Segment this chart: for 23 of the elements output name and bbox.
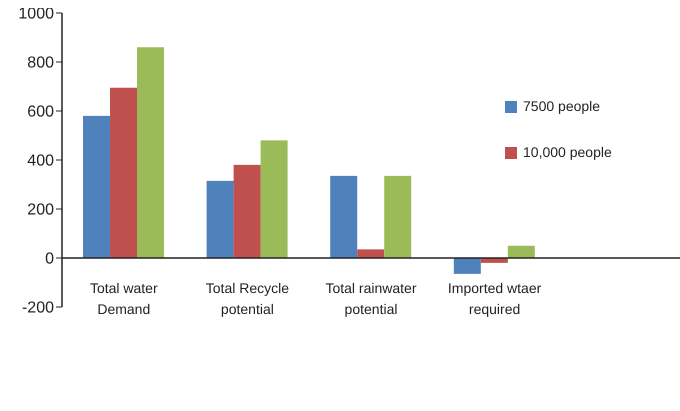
bar [454, 258, 481, 274]
x-tick-label: Total rainwater potential [325, 280, 417, 317]
bar [83, 116, 110, 258]
y-tick-label: 0 [45, 250, 54, 268]
bar [234, 164, 261, 258]
bar [110, 88, 138, 258]
bar [357, 249, 384, 258]
bar [137, 47, 164, 258]
bar [260, 140, 288, 258]
legend-label: 10,000 people [523, 144, 612, 160]
x-tick-label: Total water Demand [90, 280, 158, 317]
x-tick-label: Total Recycle potential [206, 280, 290, 317]
bar [206, 180, 234, 258]
y-tick-label: 400 [27, 152, 54, 170]
x-tick-label: Imported wtaer required [448, 280, 542, 317]
y-tick-label: 800 [27, 54, 54, 72]
bar [330, 176, 358, 258]
y-tick-label: 200 [27, 202, 54, 219]
bar [384, 176, 412, 258]
bar [508, 246, 535, 258]
y-tick-label: -200 [22, 300, 54, 317]
legend-label: 7500 people [523, 98, 600, 114]
y-tick-label: 600 [27, 104, 54, 121]
